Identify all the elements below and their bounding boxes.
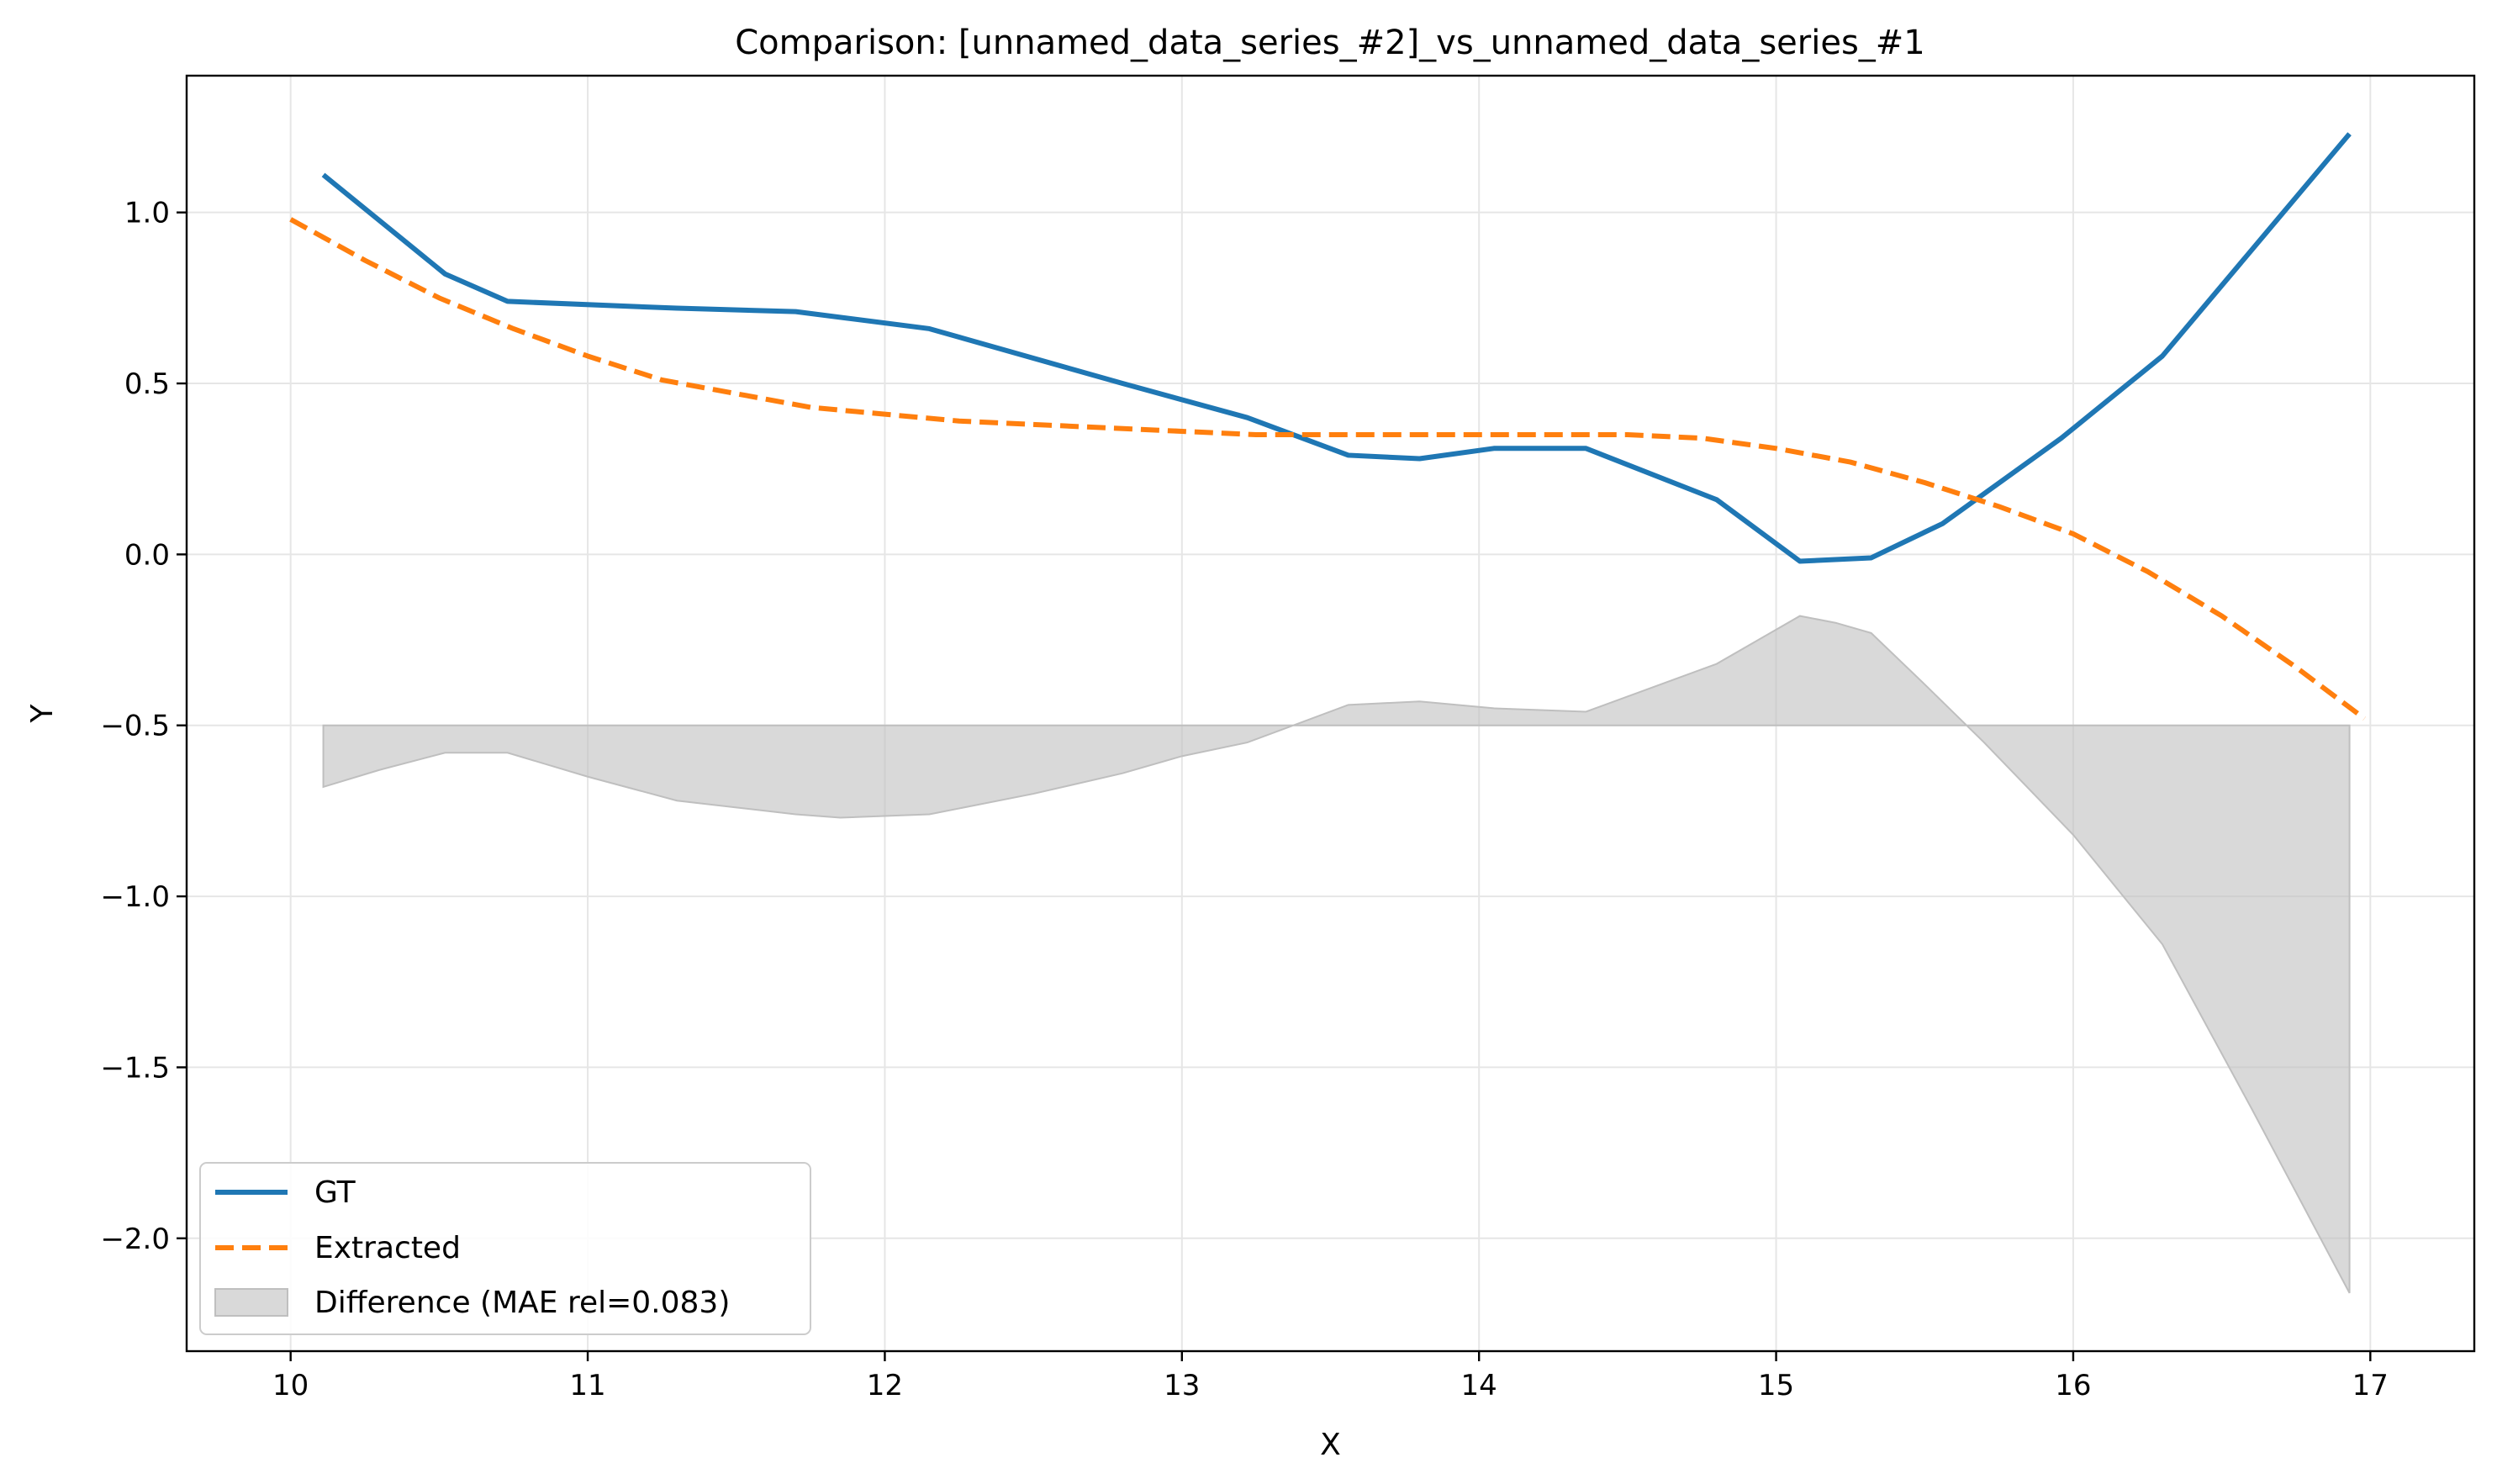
y-tick-label: 0.5 — [124, 367, 170, 401]
y-tick-label: −1.5 — [100, 1051, 170, 1085]
y-tick-label: −2.0 — [100, 1223, 170, 1256]
y-tick-label: 0.0 — [124, 538, 170, 572]
x-tick-label: 10 — [272, 1369, 309, 1402]
y-tick-label: −1.0 — [100, 880, 170, 914]
legend-label: Extracted — [314, 1231, 461, 1265]
legend-label: Difference (MAE rel=0.083) — [314, 1286, 730, 1320]
legend-swatch-difference — [214, 1288, 288, 1317]
x-tick-label: 15 — [1758, 1369, 1794, 1402]
grid-lines — [187, 76, 2474, 1351]
x-tick-label: 16 — [2055, 1369, 2091, 1402]
x-tick-label: 12 — [867, 1369, 903, 1402]
x-tick-label: 13 — [1164, 1369, 1200, 1402]
y-tick-label: 1.0 — [124, 197, 170, 230]
y-axis-label: Y — [25, 704, 60, 724]
y-tick-label: −0.5 — [100, 710, 170, 743]
legend: GT Extracted Difference (MAE rel=0.083) — [199, 1162, 811, 1335]
x-tick-label: 14 — [1461, 1369, 1497, 1402]
legend-label: GT — [314, 1175, 356, 1210]
series-lines-layer — [289, 132, 2367, 721]
plot-area-frame — [185, 74, 2476, 1353]
extracted-line — [289, 217, 2367, 721]
x-tick-label: 11 — [569, 1369, 605, 1402]
chart-title: Comparison: [unnamed_data_series_#2]_vs_… — [735, 24, 1925, 62]
difference-area-layer — [322, 615, 2351, 1294]
x-axis-label: X — [1320, 1428, 1341, 1462]
x-tick-label: 17 — [2352, 1369, 2389, 1402]
legend-box — [199, 1162, 811, 1335]
difference-area — [322, 615, 2351, 1294]
y-axis-ticks: 1.0 0.5 0.0 −0.5 −1.0 −1.5 −2.0 — [100, 197, 187, 1256]
gt-line — [321, 132, 2352, 564]
x-axis-ticks: 10 11 12 13 14 15 16 17 — [272, 1351, 2389, 1402]
